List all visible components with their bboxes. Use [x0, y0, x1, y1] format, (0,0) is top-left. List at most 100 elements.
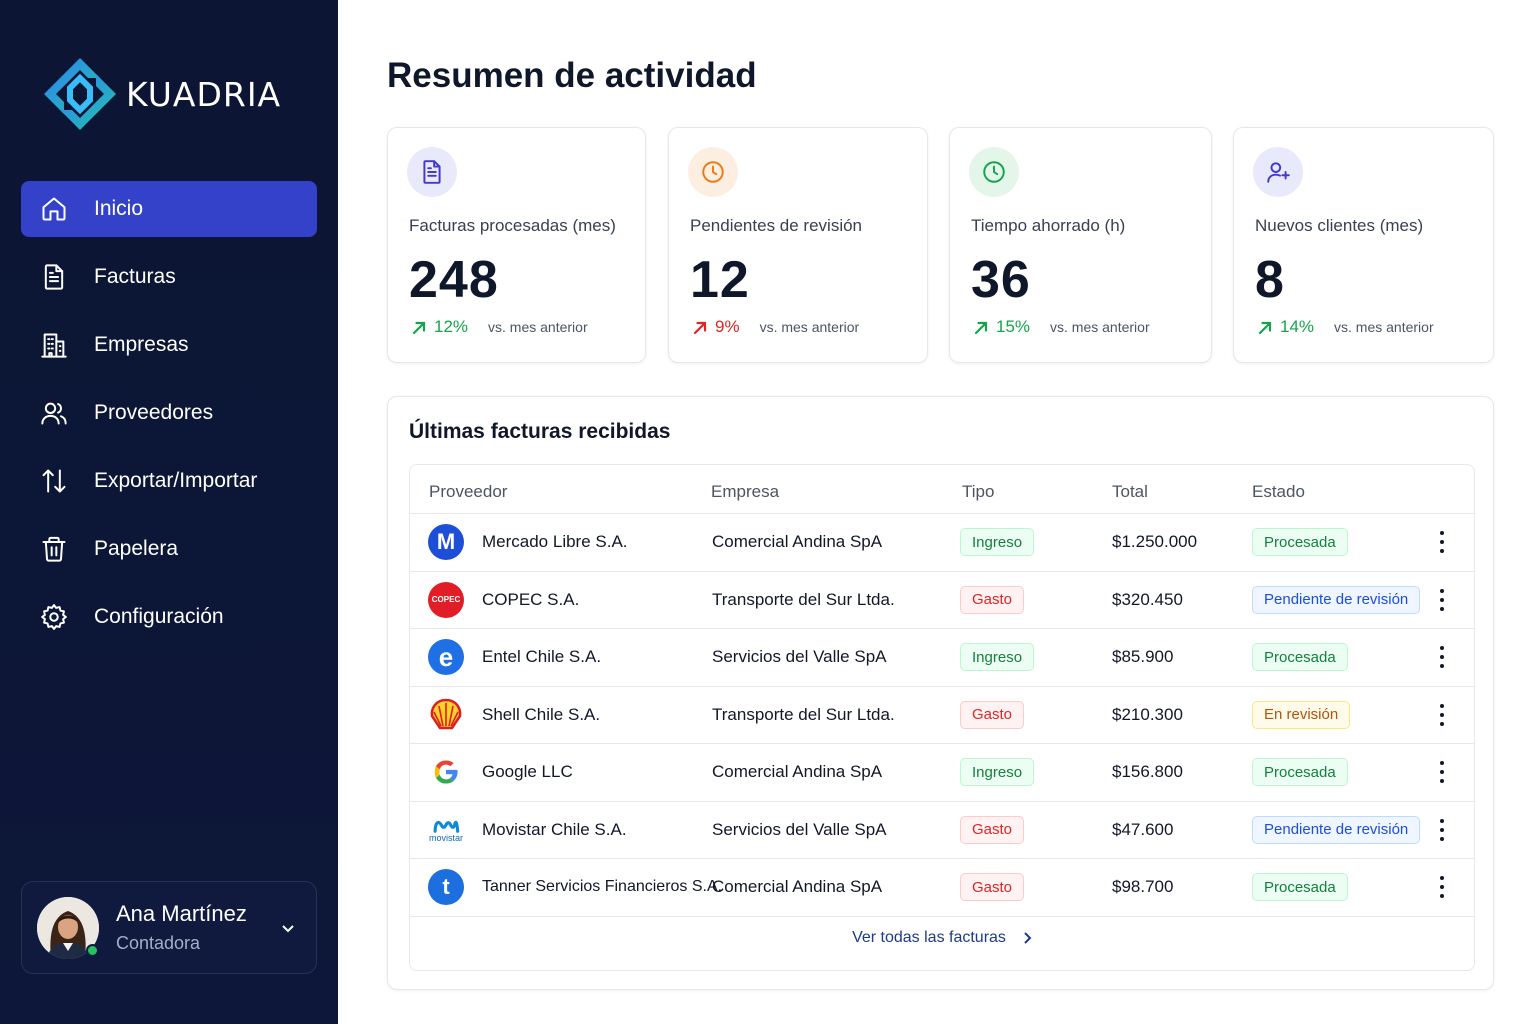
stat-card-tiempo-ahorrado: Tiempo ahorrado (h) 36 15% vs. mes anter…	[949, 127, 1212, 363]
more-options-icon[interactable]	[1432, 531, 1452, 554]
invoice-total: $1.250.000	[1112, 532, 1198, 552]
invoices-table: Proveedor Empresa Tipo Total Estado M Mer…	[409, 464, 1475, 971]
gear-icon	[39, 602, 69, 632]
brand-logo[interactable]: KUADRIA	[40, 54, 281, 134]
sidebar-item-papelera[interactable]: Papelera	[21, 521, 317, 577]
status-badge: Procesada	[1252, 643, 1348, 672]
kuadria-logo-icon	[44, 58, 116, 130]
stat-change-percent: 12%	[434, 317, 469, 336]
more-options-icon[interactable]	[1432, 818, 1452, 841]
column-header-total[interactable]: Total	[1112, 482, 1148, 501]
arrow-up-right-icon	[412, 320, 426, 335]
stat-card-nuevos-clientes: Nuevos clientes (mes) 8 14% vs. mes ante…	[1233, 127, 1494, 363]
mercado-libre-logo: M	[428, 524, 464, 561]
company-name: Comercial Andina SpA	[712, 877, 883, 897]
stat-value: 8	[1255, 251, 1285, 309]
trash-icon	[39, 534, 69, 564]
view-all-label[interactable]: Ver todas las facturas	[852, 929, 1006, 946]
stat-comparison: vs. mes anterior	[759, 319, 860, 335]
type-badge: Ingreso	[960, 643, 1035, 672]
provider-name: Movistar Chile S.A.	[482, 819, 627, 839]
page-title: Resumen de actividad	[387, 56, 757, 95]
sidebar-item-label: Empresas	[94, 333, 189, 356]
more-options-icon[interactable]	[1432, 588, 1452, 611]
company-name: Comercial Andina SpA	[712, 762, 883, 782]
invoice-total: $156.800	[1112, 762, 1183, 782]
sidebar-item-label: Configuración	[94, 605, 224, 628]
table-row[interactable]: movistar Movistar Chile S.A. Servicios del…	[410, 802, 1474, 859]
company-name: Transporte del Sur Ltda.	[712, 704, 895, 724]
sidebar-item-exportar-importar[interactable]: Exportar/Importar	[21, 453, 317, 509]
recent-invoices-card: Últimas facturas recibidas Proveedor Emp…	[387, 396, 1494, 990]
more-options-icon[interactable]	[1432, 703, 1452, 726]
company-name: Servicios del Valle SpA	[712, 819, 887, 839]
table-row[interactable]: e Entel Chile S.A. Servicios del Valle SpA…	[410, 629, 1474, 687]
more-options-icon[interactable]	[1432, 646, 1452, 669]
table-row[interactable]: M Mercado Libre S.A. Comercial Andina SpA I…	[410, 514, 1474, 572]
sidebar: KUADRIA Inicio Facturas Empresas Proveed…	[0, 0, 338, 1024]
logo-text: M	[436, 529, 456, 555]
stat-label: Pendientes de revisión	[690, 216, 863, 235]
stat-change-percent: 14%	[1280, 317, 1315, 336]
table-row[interactable]: Google LLC Comercial Andina SpA Ingreso $15…	[410, 744, 1474, 802]
column-header-empresa[interactable]: Empresa	[711, 482, 780, 501]
company-name: Comercial Andina SpA	[712, 532, 883, 552]
user-name: Ana Martínez	[116, 901, 247, 926]
chevron-right-icon	[1024, 932, 1032, 944]
column-header-estado[interactable]: Estado	[1252, 482, 1305, 501]
sidebar-item-empresas[interactable]: Empresas	[21, 317, 317, 373]
movistar-logo: movistar	[428, 812, 464, 848]
user-plus-icon	[1253, 147, 1303, 197]
more-options-icon[interactable]	[1432, 761, 1452, 784]
table-row[interactable]: Shell Chile S.A. Transporte del Sur Ltda.…	[410, 687, 1474, 744]
table-header: Proveedor Empresa Tipo Total Estado	[410, 465, 1474, 514]
invoice-total: $98.700	[1112, 877, 1174, 897]
sidebar-item-label: Inicio	[94, 197, 144, 220]
provider-name: COPEC S.A.	[482, 589, 580, 609]
sidebar-nav: Inicio Facturas Empresas Proveedores Exp…	[21, 181, 317, 657]
home-icon	[39, 194, 69, 224]
type-badge: Gasto	[960, 585, 1025, 614]
type-badge: Ingreso	[960, 758, 1035, 787]
stat-value: 12	[690, 251, 750, 309]
provider-name: Google LLC	[482, 762, 573, 782]
provider-name: Tanner Servicios Financieros S.A.	[482, 878, 723, 896]
table-body: M Mercado Libre S.A. Comercial Andina SpA I…	[410, 514, 1474, 917]
building-icon	[39, 330, 69, 360]
sidebar-item-proveedores[interactable]: Proveedores	[21, 385, 317, 441]
sidebar-item-label: Exportar/Importar	[94, 469, 258, 492]
arrow-up-right-icon	[974, 320, 988, 335]
online-status-indicator	[86, 943, 99, 957]
section-title: Últimas facturas recibidas	[409, 420, 671, 443]
invoice-total: $47.600	[1112, 819, 1174, 839]
type-badge: Gasto	[960, 700, 1025, 729]
company-name: Transporte del Sur Ltda.	[712, 589, 895, 609]
sidebar-item-configuracion[interactable]: Configuración	[21, 589, 317, 645]
table-row[interactable]: COPEC COPEC S.A. Transporte del Sur Ltda. G…	[410, 572, 1474, 629]
sidebar-item-label: Proveedores	[94, 401, 214, 424]
user-photo-icon	[37, 896, 99, 959]
column-header-tipo[interactable]: Tipo	[962, 482, 995, 501]
stat-card-pendientes-revision: Pendientes de revisión 12 9% vs. mes ant…	[668, 127, 928, 363]
sidebar-item-facturas[interactable]: Facturas	[21, 249, 317, 305]
arrows-up-down-icon	[39, 466, 69, 496]
table-row[interactable]: t Tanner Servicios Financieros S.A. Comerc…	[410, 859, 1474, 917]
stat-value: 248	[409, 251, 499, 309]
status-badge: Pendiente de revisión	[1252, 585, 1421, 614]
logo-text: e	[438, 642, 454, 673]
status-badge: Procesada	[1252, 758, 1348, 787]
user-menu[interactable]: Ana Martínez Contadora	[21, 881, 317, 974]
stat-change: 12% vs. mes anterior	[412, 317, 588, 337]
column-header-proveedor[interactable]: Proveedor	[429, 482, 508, 501]
more-options-icon[interactable]	[1432, 876, 1452, 899]
document-icon	[39, 262, 69, 292]
stat-value: 36	[971, 251, 1031, 309]
sidebar-item-inicio[interactable]: Inicio	[21, 181, 317, 237]
type-badge: Gasto	[960, 873, 1025, 902]
view-all-link[interactable]: Ver todas las facturas	[410, 929, 1474, 947]
type-badge: Ingreso	[960, 528, 1035, 557]
invoice-total: $210.300	[1112, 704, 1183, 724]
user-info: Ana Martínez Contadora	[116, 901, 247, 954]
chevron-down-icon[interactable]	[278, 918, 298, 938]
stat-comparison: vs. mes anterior	[488, 319, 588, 335]
